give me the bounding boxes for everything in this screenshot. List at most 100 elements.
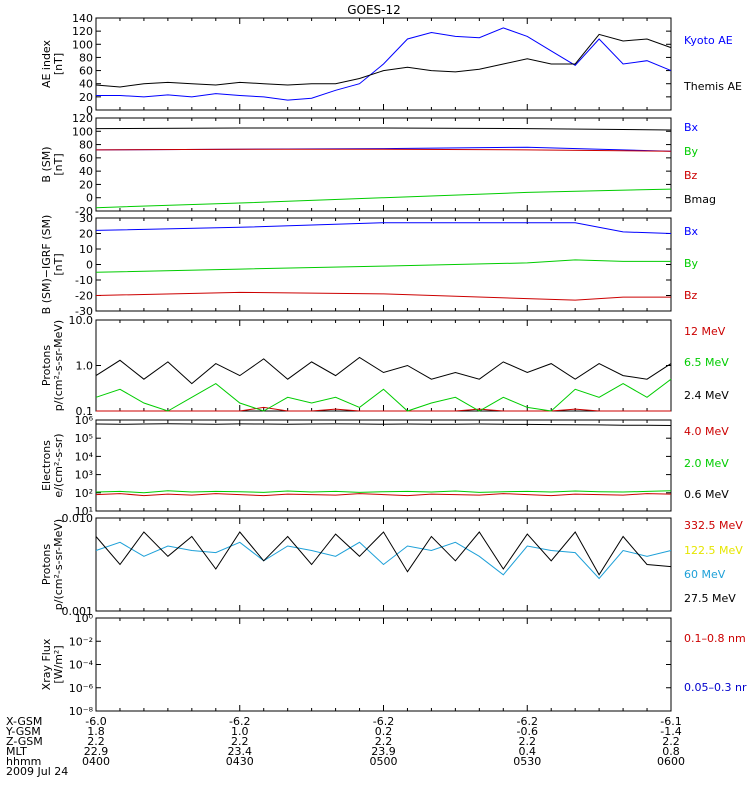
date-label: 2009 Jul 24 — [6, 765, 68, 778]
y-axis-label: Protons — [40, 544, 53, 585]
ephemeris-value: -6.2 — [373, 715, 394, 728]
y-tick-label: 0.001 — [62, 605, 94, 618]
y-tick-label: 0.010 — [62, 512, 94, 525]
ephemeris-value: 0.2 — [375, 725, 393, 738]
y-tick-label: -30 — [75, 305, 93, 318]
y-axis-label: Electrons — [40, 440, 53, 491]
y-tick-label: 100 — [72, 125, 93, 138]
ephemeris-value: 0.8 — [662, 745, 680, 758]
y-tick-label: 30 — [79, 212, 93, 225]
y-tick-label: 10⁴ — [75, 450, 94, 463]
y-tick-label: 140 — [72, 12, 93, 25]
ephemeris-value: -0.6 — [517, 725, 538, 738]
series-line-2 — [95, 259, 671, 273]
y-tick-label: 1.0 — [76, 360, 94, 373]
y-tick-label: 120 — [72, 25, 93, 38]
y-tick-label: 10⁶ — [75, 414, 94, 427]
y-tick-label: 60 — [79, 152, 93, 165]
ephemeris-value: 0430 — [226, 755, 254, 768]
y-axis-label: p/(cm²-s-sr-MeV) — [52, 320, 65, 411]
ephemeris-value: -6.0 — [85, 715, 106, 728]
ephemeris-row-label: Y-GSM — [5, 725, 41, 738]
y-tick-label: -20 — [75, 205, 93, 218]
series-line-4 — [95, 127, 672, 131]
series-line-1 — [95, 222, 672, 234]
series-line-2 — [95, 33, 672, 88]
panel-frame — [95, 419, 672, 512]
y-tick-label: 0 — [86, 192, 93, 205]
y-axis-label: e/(cm²-s-sr) — [52, 433, 65, 497]
ephemeris-value: -1.4 — [660, 725, 681, 738]
series-line-3 — [95, 356, 672, 385]
legend-entry: 60 MeV — [684, 568, 726, 581]
x-axis-labels: X-GSMY-GSMZ-GSMMLThhmm-6.01.82.222.90400… — [5, 715, 685, 778]
legend-entry: Bmag — [684, 193, 716, 206]
legend-entry: 0.1–0.8 nm — [684, 632, 746, 645]
ephemeris-value: 23.9 — [371, 745, 396, 758]
panel-6: 0.001 0.010 Protons p/(cm²-s-sr-MeV) 332.5 M… — [40, 512, 743, 618]
ephemeris-value: 2.2 — [231, 735, 249, 748]
panel-5: 10¹ 10² 10³ 10⁴ 10⁵ 10⁶ Electrons e/(cm²-s-sr) 4… — [40, 414, 729, 518]
y-tick-label: 10⁻⁸ — [69, 705, 94, 718]
y-axis-label: AE index — [40, 39, 53, 88]
legend-entry: 27.5 MeV — [684, 592, 736, 605]
legend-entry: 0.05–0.3 nr — [684, 681, 747, 694]
y-tick-label: 20 — [79, 228, 93, 241]
series-line-4 — [95, 531, 672, 576]
y-axis-label: B (SM) — [40, 146, 53, 182]
y-tick-label: 10⁻² — [69, 635, 93, 648]
y-tick-label: 10 — [79, 243, 93, 256]
legend-entry: 332.5 MeV — [684, 519, 743, 532]
series-line-1 — [96, 406, 671, 412]
ephemeris-value: 0600 — [657, 755, 685, 768]
y-tick-label: -20 — [75, 290, 93, 303]
panel-4: 0.1 1.0 10.0 Protons p/(cm²-s-sr-MeV) 12 MeV 6… — [40, 314, 729, 418]
y-tick-label: 10⁻⁶ — [69, 682, 94, 695]
y-tick-label: -10 — [75, 274, 93, 287]
legend-entry: Bx — [684, 121, 699, 134]
ephemeris-value: 2.2 — [519, 735, 537, 748]
panel-frame — [95, 319, 672, 412]
y-axis-label: [nT] — [52, 153, 65, 175]
legend-entry: Bz — [684, 169, 698, 182]
legend-entry: By — [684, 145, 699, 158]
series-line-3 — [95, 541, 672, 580]
series-line-3 — [95, 291, 671, 301]
ephemeris-value: 2.2 — [87, 735, 105, 748]
ephemeris-value: 0500 — [370, 755, 398, 768]
ephemeris-value: 23.4 — [228, 745, 253, 758]
y-tick-label: 20 — [79, 91, 93, 104]
ephemeris-value: 0.4 — [519, 745, 537, 758]
y-tick-label: 100 — [72, 38, 93, 51]
y-tick-label: 10⁵ — [75, 432, 93, 445]
y-tick-label: 80 — [79, 51, 93, 64]
legend-entry: 122.5 MeV — [684, 544, 743, 557]
ephemeris-value: 0400 — [82, 755, 110, 768]
legend-entry: 4.0 MeV — [684, 425, 729, 438]
y-axis-label: Protons — [40, 345, 53, 386]
legend-entry: 2.0 MeV — [684, 457, 729, 470]
panel-3: -30 -20 -10 0 10 20 30 B (SM)−IGRF (SM) [nT] Bx By… — [40, 212, 699, 318]
y-tick-label: 0.1 — [76, 405, 94, 418]
y-tick-label: 10² — [75, 487, 93, 500]
panel-frame — [95, 617, 672, 712]
panel-frame — [95, 117, 672, 212]
legend-entry: Bz — [684, 289, 698, 302]
series-line-1 — [95, 493, 672, 497]
legend-entry: 2.4 MeV — [684, 389, 729, 402]
y-tick-label: 20 — [79, 178, 93, 191]
y-axis-label: [W/m²] — [52, 645, 65, 683]
y-tick-label: 0 — [86, 104, 93, 117]
ephemeris-row-label: MLT — [6, 745, 27, 758]
y-tick-label: 10⁻⁴ — [69, 659, 94, 672]
y-tick-label: 10.0 — [69, 314, 94, 327]
series-line-2 — [95, 188, 672, 209]
series-line-2 — [95, 378, 672, 412]
y-axis-label: Xray Flux — [40, 638, 53, 690]
y-tick-label: 10³ — [75, 469, 93, 482]
plot-title: GOES-12 — [347, 3, 401, 17]
ephemeris-value: -6.2 — [517, 715, 538, 728]
